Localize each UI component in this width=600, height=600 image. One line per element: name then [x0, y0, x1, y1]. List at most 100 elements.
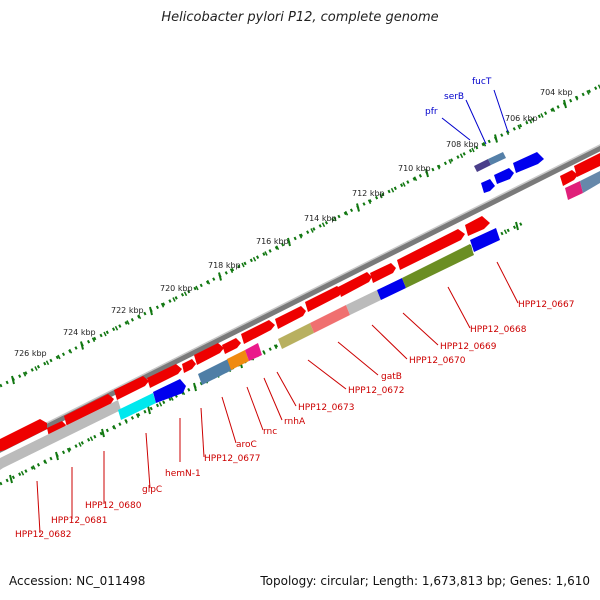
ruler-label: 704 kbp [540, 88, 573, 97]
gene-label[interactable]: HPP12_0667 [518, 300, 574, 310]
forward-gene[interactable] [370, 263, 396, 283]
forward-gene[interactable] [147, 364, 182, 388]
ruler-tick [425, 168, 429, 178]
ruler-tick [149, 306, 153, 316]
gene-block-0669[interactable] [377, 278, 406, 300]
gene-label[interactable]: hemN-1 [165, 469, 201, 479]
gene-label[interactable]: HPP12_0673 [298, 403, 354, 413]
ruler-label: 710 kbp [398, 164, 431, 173]
gene-block-aroC[interactable] [227, 350, 249, 370]
ruler-tick [275, 245, 280, 251]
ruler-label: 720 kbp [160, 284, 193, 293]
ruler-label: 712 kbp [352, 189, 385, 198]
gene-block-0668[interactable] [402, 244, 474, 288]
gene-label[interactable]: HPP12_0681 [51, 516, 107, 526]
forward-gene[interactable] [338, 272, 372, 297]
ruler-label: 718 kbp [208, 261, 241, 270]
gene-dark-purple[interactable] [474, 159, 491, 172]
ruler-tick [563, 99, 567, 109]
gene-label[interactable]: pfr [425, 107, 438, 117]
forward-gene[interactable] [397, 229, 465, 270]
forward-gene[interactable] [574, 153, 600, 177]
leader-line [493, 89, 509, 133]
ruler-tick [505, 130, 510, 136]
gene-label[interactable]: HPP12_0668 [470, 325, 527, 335]
forward-gene[interactable] [114, 376, 149, 400]
ruler-label: 722 kbp [111, 306, 144, 315]
forward-gene-fucT[interactable] [513, 152, 544, 173]
gene-label[interactable]: rnc [263, 427, 277, 437]
leader-line [200, 407, 205, 458]
gene-label[interactable]: aroC [236, 440, 257, 450]
ruler-tick [114, 325, 119, 331]
ruler-tick [262, 350, 266, 355]
gene-block-gatB[interactable] [310, 305, 350, 333]
gene-block-rnc[interactable] [245, 343, 262, 361]
forward-gene-pfr[interactable] [481, 179, 495, 193]
forward-gene-serB[interactable] [494, 168, 514, 184]
gene-magenta[interactable] [565, 181, 583, 200]
forward-gene[interactable] [222, 338, 241, 354]
forward-gene[interactable] [182, 359, 196, 373]
forward-gene[interactable] [64, 394, 114, 427]
leader-line [263, 377, 283, 421]
gene-label[interactable]: fucT [472, 77, 492, 87]
ruler-label: 724 kbp [63, 328, 96, 337]
gene-block-0673[interactable] [278, 323, 314, 349]
gene-label[interactable]: HPP12_0669 [440, 342, 497, 352]
forward-gene[interactable] [275, 306, 306, 329]
forward-gene[interactable] [465, 216, 490, 236]
leader-line [496, 261, 519, 304]
gene-block-0667[interactable] [470, 228, 500, 252]
ruler-label: 708 kbp [446, 140, 479, 149]
ruler-tick [448, 159, 452, 164]
forward-gene[interactable] [560, 170, 578, 186]
forward-gene[interactable] [241, 320, 275, 344]
gene-steel-blue[interactable] [488, 152, 506, 165]
ruler-tick [103, 331, 107, 337]
ruler-tick [333, 216, 337, 222]
ruler-tick [68, 348, 73, 354]
leader-line [337, 341, 379, 376]
ruler-tick [22, 371, 27, 377]
ruler-tick [158, 401, 163, 407]
gene-slate[interactable] [580, 171, 600, 193]
ruler-tick [124, 419, 128, 424]
ruler-tick [20, 470, 25, 476]
ruler-tick [91, 337, 96, 343]
gene-block-0670[interactable] [346, 290, 381, 315]
leader-line [307, 359, 347, 390]
gene-label[interactable]: gatB [381, 372, 402, 382]
gene-label[interactable]: rnhA [284, 417, 306, 427]
ruler-tick [66, 447, 71, 453]
ruler-tick [206, 279, 211, 285]
label-leader-lines [36, 89, 519, 534]
ruler-tick [160, 302, 165, 308]
ruler-tick [344, 210, 349, 216]
gene-label[interactable]: serB [444, 92, 464, 102]
gene-block-gray[interactable] [0, 400, 121, 470]
gene-block-hemN[interactable] [153, 379, 186, 403]
gene-label[interactable]: glpC [142, 485, 162, 495]
leader-line [221, 396, 237, 444]
ruler-tick [367, 199, 372, 205]
gene-label[interactable]: HPP12_0680 [85, 501, 142, 511]
leader-line [441, 117, 471, 141]
gene-block-glpC[interactable] [118, 393, 156, 420]
forward-gene[interactable] [194, 343, 224, 365]
forward-gene[interactable] [305, 286, 343, 312]
ruler-tick [34, 366, 38, 371]
gene-label[interactable]: HPP12_0677 [204, 454, 260, 464]
ruler-tick [287, 237, 291, 247]
ruler-tick [229, 268, 234, 274]
genome-summary-text: Topology: circular; Length: 1,673,813 bp… [260, 574, 590, 588]
gene-label[interactable]: HPP12_0672 [348, 386, 404, 396]
lower-lane-genes [0, 228, 500, 470]
gene-label[interactable]: HPP12_0682 [15, 530, 71, 540]
ruler-tick [471, 147, 475, 153]
gene-label[interactable]: HPP12_0670 [409, 356, 466, 366]
gene-block-0677[interactable] [198, 359, 232, 385]
forward-gene[interactable] [0, 419, 47, 452]
ruler-tick [78, 442, 82, 447]
ruler-tick [515, 221, 519, 231]
